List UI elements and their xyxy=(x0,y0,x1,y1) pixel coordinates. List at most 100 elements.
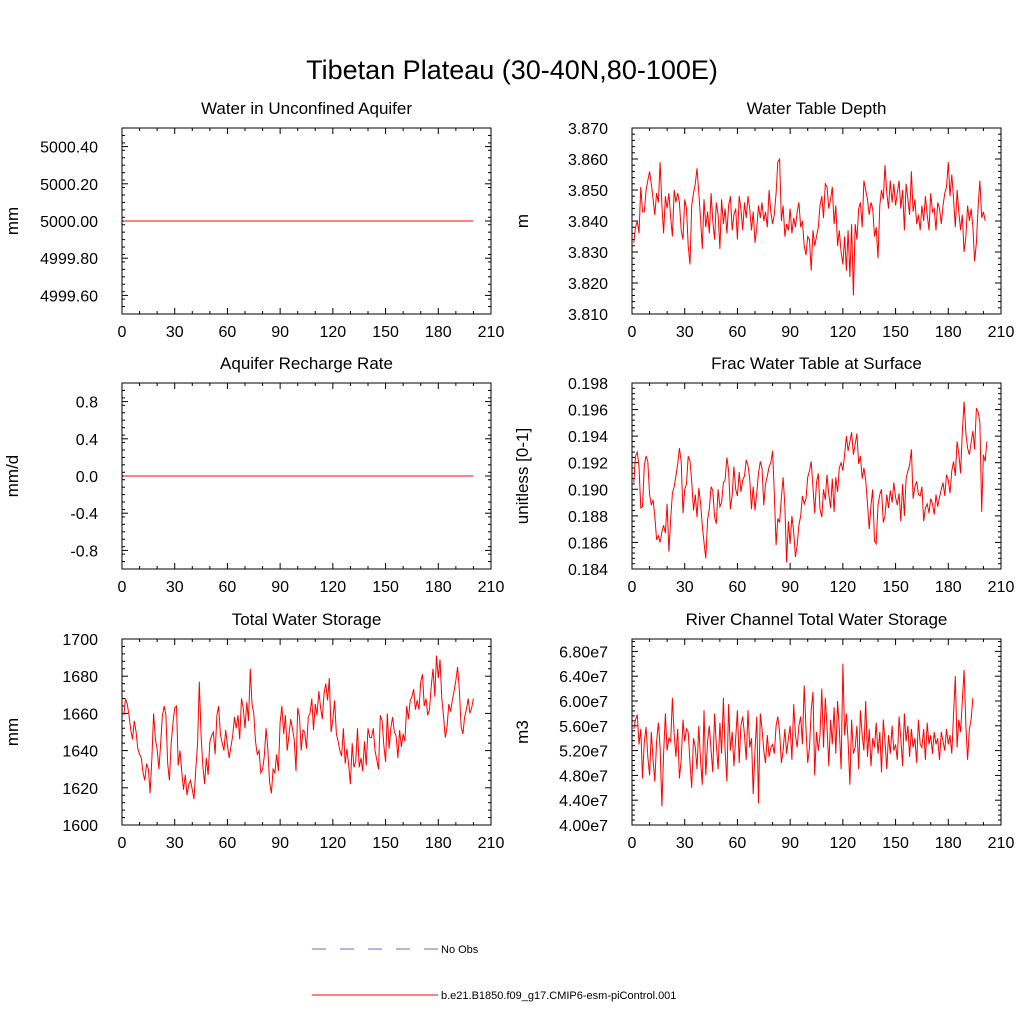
plot-frame xyxy=(631,638,1002,826)
y-tick-label: 4.80e7 xyxy=(559,768,608,785)
y-tick-label: 6.80e7 xyxy=(559,644,608,661)
x-tick-label: 90 xyxy=(781,324,799,341)
y-axis-label: m xyxy=(513,214,532,228)
x-tick-label: 150 xyxy=(882,579,909,596)
x-tick-label: 60 xyxy=(729,835,747,852)
y-tick-label: 1660 xyxy=(62,706,98,723)
x-tick-label: 60 xyxy=(219,324,237,341)
panel-title: Water Table Depth xyxy=(747,99,887,118)
y-tick-label: 3.820 xyxy=(568,276,608,293)
y-tick-label: 0.198 xyxy=(568,376,608,393)
x-tick-label: 120 xyxy=(320,579,347,596)
figure-title: Tibetan Plateau (30-40N,80-100E) xyxy=(306,55,718,85)
x-tick-label: 210 xyxy=(988,835,1015,852)
x-tick-label: 150 xyxy=(372,835,399,852)
y-tick-label: 0.194 xyxy=(568,429,608,446)
y-tick-label: 0.4 xyxy=(76,432,98,449)
x-tick-label: 120 xyxy=(320,324,347,341)
y-tick-label: -0.4 xyxy=(70,506,98,523)
y-tick-label: 5.20e7 xyxy=(559,744,608,761)
x-tick-label: 0 xyxy=(118,324,127,341)
x-tick-label: 90 xyxy=(781,579,799,596)
x-tick-label: 180 xyxy=(425,835,452,852)
y-tick-label: 0.196 xyxy=(568,403,608,420)
x-tick-label: 60 xyxy=(219,835,237,852)
y-tick-label: 3.840 xyxy=(568,214,608,231)
panel-6: River Channel Total Water Storage m3 0 30 60… xyxy=(513,610,1014,852)
panel-title: Aquifer Recharge Rate xyxy=(220,354,393,373)
y-tick-label: 0.192 xyxy=(568,456,608,473)
y-tick-label: 0.184 xyxy=(568,562,608,579)
x-tick-label: 30 xyxy=(676,579,694,596)
y-tick-label: 1680 xyxy=(62,669,98,686)
x-tick-label: 0 xyxy=(118,835,127,852)
panel-2: Water Table Depth m 0 30 60 90 120 150 180 210 3.8… xyxy=(513,99,1014,341)
y-tick-label: 3.850 xyxy=(568,183,608,200)
y-axis-label: unitless [0-1] xyxy=(513,428,532,524)
x-tick-label: 30 xyxy=(676,324,694,341)
x-tick-label: 90 xyxy=(271,324,289,341)
x-tick-label: 150 xyxy=(372,579,399,596)
x-tick-label: 60 xyxy=(219,579,237,596)
y-tick-label: 3.810 xyxy=(568,307,608,324)
x-tick-label: 180 xyxy=(425,324,452,341)
x-tick-label: 60 xyxy=(729,579,747,596)
x-tick-label: 180 xyxy=(935,579,962,596)
x-tick-label: 0 xyxy=(628,579,637,596)
y-tick-label: 0.0 xyxy=(76,469,98,486)
y-axis-label: m3 xyxy=(513,720,532,744)
x-tick-label: 120 xyxy=(830,835,857,852)
panels: Water in Unconfined Aquifer mm 0 30 60 90 120 1… xyxy=(3,99,1014,852)
panel-title: Water in Unconfined Aquifer xyxy=(201,99,412,118)
x-tick-label: 180 xyxy=(425,579,452,596)
x-tick-label: 210 xyxy=(988,579,1015,596)
y-tick-label: 5.60e7 xyxy=(559,719,608,736)
x-tick-label: 30 xyxy=(676,835,694,852)
series-line xyxy=(123,655,474,800)
y-tick-label: 4.40e7 xyxy=(559,793,608,810)
y-axis-label: mm xyxy=(3,718,22,746)
x-tick-label: 150 xyxy=(372,324,399,341)
x-tick-label: 90 xyxy=(271,835,289,852)
y-tick-label: 1640 xyxy=(62,744,98,761)
x-tick-label: 60 xyxy=(729,324,747,341)
y-tick-label: 4999.80 xyxy=(40,251,98,268)
y-tick-label: 0.8 xyxy=(76,395,98,412)
legend: No Obs b.e21.B1850.f09_g17.CMIP6-esm-piC… xyxy=(312,944,676,1002)
y-tick-label: 4.00e7 xyxy=(559,818,608,835)
x-tick-label: 0 xyxy=(118,579,127,596)
x-tick-label: 120 xyxy=(830,579,857,596)
y-tick-label: 1620 xyxy=(62,781,98,798)
plot-frame xyxy=(121,638,492,826)
y-tick-label: 6.00e7 xyxy=(559,694,608,711)
y-tick-label: 1600 xyxy=(62,818,98,835)
y-tick-label: 0.188 xyxy=(568,509,608,526)
panel-title: River Channel Total Water Storage xyxy=(686,610,948,629)
series-line xyxy=(633,157,986,296)
y-tick-label: -0.8 xyxy=(70,543,98,560)
legend-label-model: b.e21.B1850.f09_g17.CMIP6-esm-piControl.… xyxy=(441,990,676,1002)
y-tick-label: 5000.00 xyxy=(40,214,98,231)
panel-4: Frac Water Table at Surface unitless [0-1… xyxy=(513,354,1014,596)
x-tick-label: 90 xyxy=(271,579,289,596)
y-tick-label: 0.186 xyxy=(568,535,608,552)
x-tick-label: 210 xyxy=(988,324,1015,341)
x-tick-label: 150 xyxy=(882,835,909,852)
x-tick-label: 210 xyxy=(478,835,505,852)
x-tick-label: 210 xyxy=(478,324,505,341)
series-line xyxy=(633,401,988,563)
y-tick-label: 3.870 xyxy=(568,121,608,138)
panel-5: Total Water Storage mm 0 30 60 90 120 150 180 210… xyxy=(3,610,504,852)
x-tick-label: 90 xyxy=(781,835,799,852)
plot-frame xyxy=(631,382,1002,570)
panel-title: Frac Water Table at Surface xyxy=(711,354,922,373)
y-tick-label: 4999.60 xyxy=(40,288,98,305)
x-tick-label: 120 xyxy=(320,835,347,852)
y-tick-label: 0.190 xyxy=(568,482,608,499)
y-tick-label: 3.830 xyxy=(568,245,608,262)
x-tick-label: 30 xyxy=(166,324,184,341)
x-tick-label: 180 xyxy=(935,835,962,852)
y-tick-label: 5000.40 xyxy=(40,140,98,157)
x-tick-label: 0 xyxy=(628,835,637,852)
